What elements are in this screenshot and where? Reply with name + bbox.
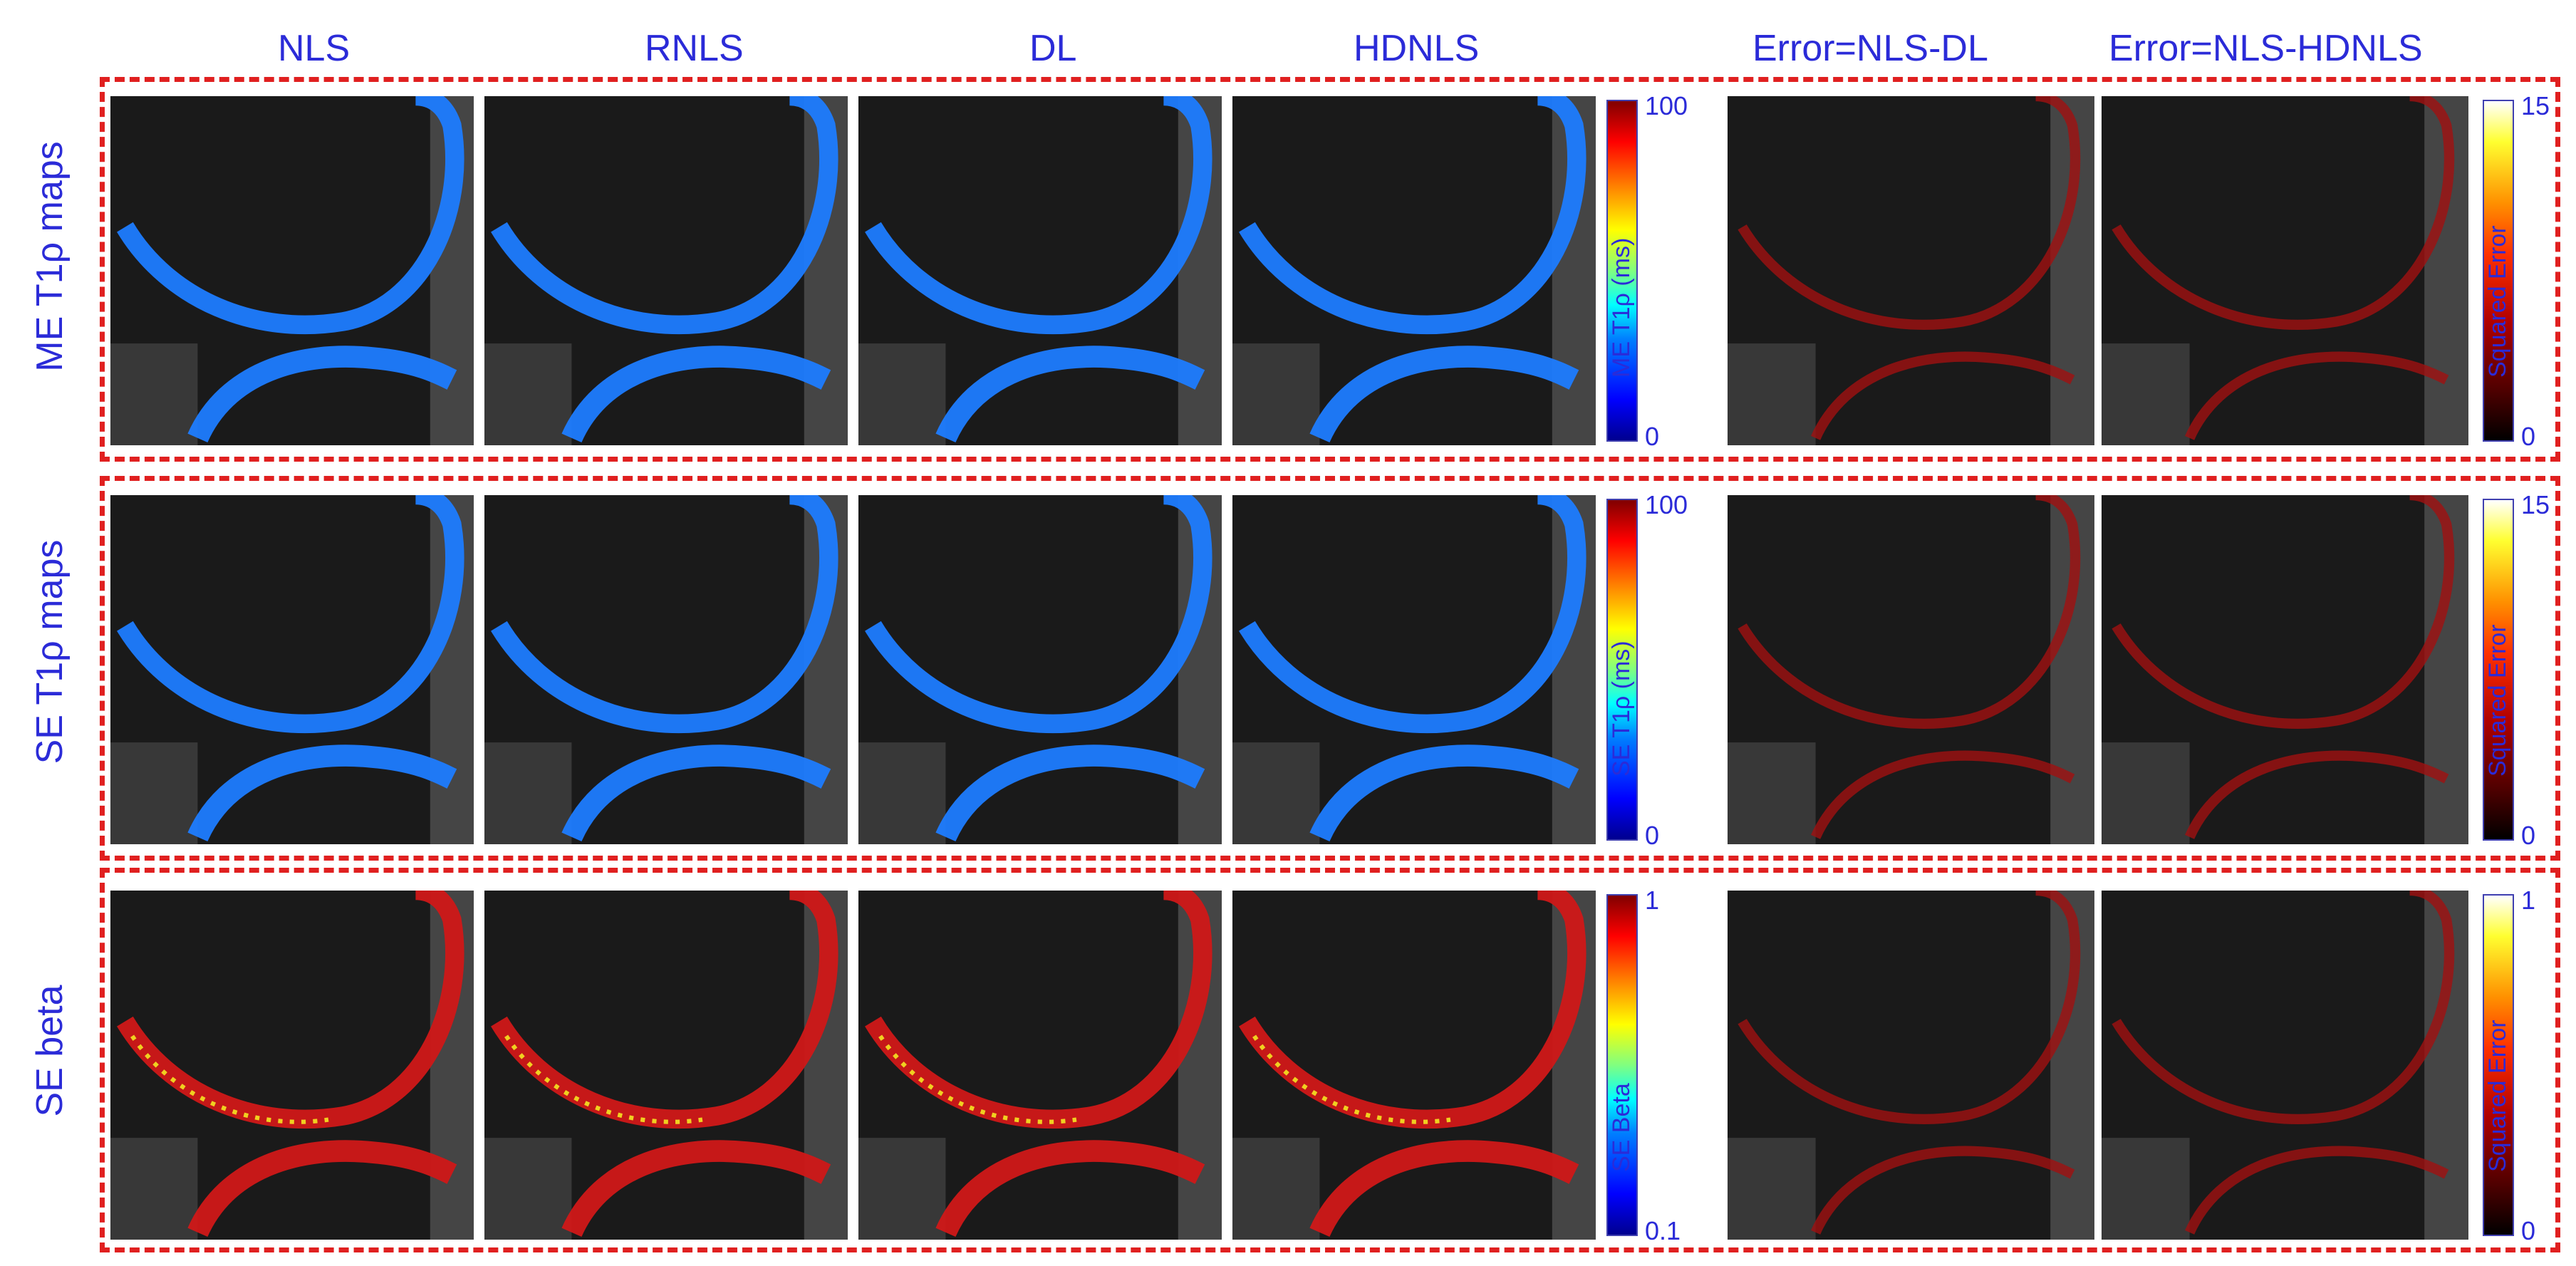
error-me-t1rho-colorbar <box>2483 100 2514 442</box>
error-se-t1rho-colorbar-min: 0 <box>2521 821 2536 850</box>
panel-dl-se-beta <box>858 891 1222 1240</box>
map-me-t1rho-colorbar-min: 0 <box>1645 422 1660 451</box>
map-se-beta-colorbar-label: SE Beta <box>1608 1083 1635 1172</box>
panel-hdnls-me-t1rho <box>1232 96 1596 445</box>
panel-error-dl-se-beta <box>1728 891 2094 1240</box>
panel-rnls-me-t1rho <box>484 96 848 445</box>
panel-error-hdnls-se-t1rho <box>2102 495 2468 844</box>
column-title-nls: NLS <box>278 28 350 69</box>
map-se-t1rho-colorbar <box>1606 499 1638 841</box>
error-se-beta-colorbar-label: Squared Error <box>2484 1019 2511 1172</box>
map-me-t1rho-colorbar-max: 100 <box>1645 91 1688 120</box>
panel-nls-se-t1rho <box>110 495 474 844</box>
panel-rnls-se-t1rho <box>484 495 848 844</box>
panel-nls-me-t1rho <box>110 96 474 445</box>
map-se-t1rho-colorbar-min: 0 <box>1645 821 1660 850</box>
column-title-dl: DL <box>1029 28 1077 69</box>
error-me-t1rho-colorbar-min: 0 <box>2521 422 2536 451</box>
error-se-beta-colorbar <box>2483 894 2514 1236</box>
panel-hdnls-se-beta <box>1232 891 1596 1240</box>
row-frame-se-t1rho <box>100 476 2560 861</box>
error-me-t1rho-colorbar-max: 15 <box>2521 91 2550 120</box>
map-se-t1rho-colorbar-max: 100 <box>1645 490 1688 519</box>
panel-rnls-se-beta <box>484 891 848 1240</box>
row-label-se-beta: SE beta <box>29 985 71 1117</box>
error-se-beta-colorbar-min: 0 <box>2521 1216 2536 1245</box>
map-se-beta-colorbar-min: 0.1 <box>1645 1216 1681 1245</box>
row-frame-se-beta <box>100 868 2560 1252</box>
row-label-se-t1rho: SE T1ρ maps <box>29 539 71 764</box>
map-se-t1rho-colorbar-label: SE T1ρ (ms) <box>1608 640 1635 777</box>
error-se-t1rho-colorbar-max: 15 <box>2521 490 2550 519</box>
column-title-error-dl: Error=NLS-DL <box>1752 28 1988 69</box>
panel-hdnls-se-t1rho <box>1232 495 1596 844</box>
panel-dl-se-t1rho <box>858 495 1222 844</box>
error-se-t1rho-colorbar <box>2483 499 2514 841</box>
error-se-t1rho-colorbar-label: Squared Error <box>2484 624 2511 777</box>
panel-error-dl-me-t1rho <box>1728 96 2094 445</box>
error-se-beta-colorbar-max: 1 <box>2521 886 2536 915</box>
panel-error-hdnls-se-beta <box>2102 891 2468 1240</box>
map-me-t1rho-colorbar <box>1606 100 1638 442</box>
panel-nls-se-beta <box>110 891 474 1240</box>
row-label-me-t1rho: ME T1ρ maps <box>29 141 71 372</box>
column-title-rnls: RNLS <box>645 28 744 69</box>
row-frame-me-t1rho <box>100 77 2560 462</box>
map-se-beta-colorbar <box>1606 894 1638 1236</box>
column-title-error-hdnls: Error=NLS-HDNLS <box>2109 28 2423 69</box>
panel-error-dl-se-t1rho <box>1728 495 2094 844</box>
panel-error-hdnls-me-t1rho <box>2102 96 2468 445</box>
panel-dl-me-t1rho <box>858 96 1222 445</box>
map-se-beta-colorbar-max: 1 <box>1645 886 1660 915</box>
map-me-t1rho-colorbar-label: ME T1ρ (ms) <box>1608 237 1635 378</box>
error-me-t1rho-colorbar-label: Squared Error <box>2484 225 2511 378</box>
column-title-hdnls: HDNLS <box>1354 28 1480 69</box>
